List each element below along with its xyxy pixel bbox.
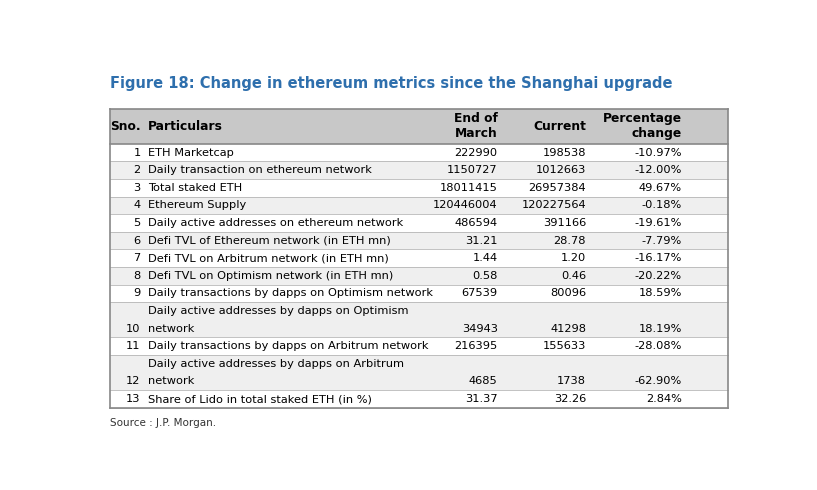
Text: Total staked ETH: Total staked ETH (148, 183, 243, 193)
Text: 486594: 486594 (454, 218, 498, 228)
Text: 8: 8 (133, 271, 141, 281)
Text: 12: 12 (126, 376, 141, 387)
Text: -20.22%: -20.22% (635, 271, 682, 281)
Text: Daily transactions by dapps on Arbitrum network: Daily transactions by dapps on Arbitrum … (148, 341, 429, 351)
Text: Defi TVL on Optimism network (in ETH mn): Defi TVL on Optimism network (in ETH mn) (148, 271, 393, 281)
Text: 11: 11 (126, 341, 141, 351)
Text: 0.58: 0.58 (472, 271, 498, 281)
Text: 155633: 155633 (542, 341, 586, 351)
Text: 3: 3 (133, 183, 141, 193)
Text: Daily active addresses on ethereum network: Daily active addresses on ethereum netwo… (148, 218, 404, 228)
Bar (109, 390, 728, 408)
Text: 1: 1 (133, 147, 141, 158)
Text: Percentage
change: Percentage change (603, 112, 682, 140)
Text: -12.00%: -12.00% (635, 165, 682, 175)
Bar (109, 196, 728, 214)
Text: 34943: 34943 (462, 323, 498, 334)
Text: 18.19%: 18.19% (639, 323, 682, 334)
Text: 28.78: 28.78 (554, 236, 586, 245)
Text: 10: 10 (126, 323, 141, 334)
Text: 80096: 80096 (550, 289, 586, 298)
Text: 49.67%: 49.67% (639, 183, 682, 193)
Text: network: network (148, 323, 194, 334)
Text: 222990: 222990 (454, 147, 498, 158)
Bar (109, 285, 728, 302)
Text: Daily transaction on ethereum network: Daily transaction on ethereum network (148, 165, 372, 175)
Text: Particulars: Particulars (148, 120, 223, 133)
Text: 67539: 67539 (462, 289, 498, 298)
Text: 18011415: 18011415 (440, 183, 498, 193)
Text: 4685: 4685 (469, 376, 498, 387)
Text: 391166: 391166 (542, 218, 586, 228)
Text: -7.79%: -7.79% (641, 236, 682, 245)
Bar (109, 144, 728, 161)
Text: 120227564: 120227564 (521, 200, 586, 210)
Text: Daily active addresses by dapps on Optimism: Daily active addresses by dapps on Optim… (148, 306, 408, 316)
Text: Share of Lido in total staked ETH (in %): Share of Lido in total staked ETH (in %) (148, 394, 372, 404)
Text: 6: 6 (133, 236, 141, 245)
Text: Daily transactions by dapps on Optimism network: Daily transactions by dapps on Optimism … (148, 289, 433, 298)
Text: Figure 18: Change in ethereum metrics since the Shanghai upgrade: Figure 18: Change in ethereum metrics si… (109, 76, 672, 91)
Bar (109, 232, 728, 249)
Text: 9: 9 (133, 289, 141, 298)
Text: 18.59%: 18.59% (639, 289, 682, 298)
Text: 5: 5 (133, 218, 141, 228)
Text: 1150727: 1150727 (447, 165, 498, 175)
Bar (109, 355, 728, 390)
Text: 32.26: 32.26 (554, 394, 586, 404)
Text: -16.17%: -16.17% (635, 253, 682, 263)
Text: 1738: 1738 (557, 376, 586, 387)
Bar (109, 249, 728, 267)
Text: Daily active addresses by dapps on Arbitrum: Daily active addresses by dapps on Arbit… (148, 359, 404, 369)
Text: -0.18%: -0.18% (641, 200, 682, 210)
Text: Ethereum Supply: Ethereum Supply (148, 200, 247, 210)
Text: 120446004: 120446004 (433, 200, 498, 210)
Text: -28.08%: -28.08% (635, 341, 682, 351)
Text: -19.61%: -19.61% (635, 218, 682, 228)
Text: 31.21: 31.21 (465, 236, 498, 245)
Text: 13: 13 (126, 394, 141, 404)
Bar (109, 302, 728, 338)
Text: 1012663: 1012663 (536, 165, 586, 175)
Text: -10.97%: -10.97% (634, 147, 682, 158)
Text: ETH Marketcap: ETH Marketcap (148, 147, 234, 158)
Text: 0.46: 0.46 (561, 271, 586, 281)
Bar (109, 267, 728, 285)
Bar (109, 214, 728, 232)
Text: 2: 2 (133, 165, 141, 175)
Text: 41298: 41298 (550, 323, 586, 334)
Bar (109, 109, 728, 144)
Text: Current: Current (534, 120, 586, 133)
Text: 2.84%: 2.84% (646, 394, 682, 404)
Text: Source : J.P. Morgan.: Source : J.P. Morgan. (109, 418, 216, 428)
Text: 1.44: 1.44 (472, 253, 498, 263)
Text: 31.37: 31.37 (465, 394, 498, 404)
Text: 7: 7 (133, 253, 141, 263)
Text: 216395: 216395 (454, 341, 498, 351)
Text: network: network (148, 376, 194, 387)
Text: 4: 4 (133, 200, 141, 210)
Bar (109, 161, 728, 179)
Text: 1.20: 1.20 (560, 253, 586, 263)
Text: End of
March: End of March (454, 112, 498, 140)
Text: Defi TVL of Ethereum network (in ETH mn): Defi TVL of Ethereum network (in ETH mn) (148, 236, 391, 245)
Text: 26957384: 26957384 (529, 183, 586, 193)
Bar (109, 338, 728, 355)
Bar (109, 179, 728, 196)
Text: -62.90%: -62.90% (635, 376, 682, 387)
Text: Defi TVL on Arbitrum network (in ETH mn): Defi TVL on Arbitrum network (in ETH mn) (148, 253, 389, 263)
Text: 198538: 198538 (542, 147, 586, 158)
Text: Sno.: Sno. (110, 120, 141, 133)
